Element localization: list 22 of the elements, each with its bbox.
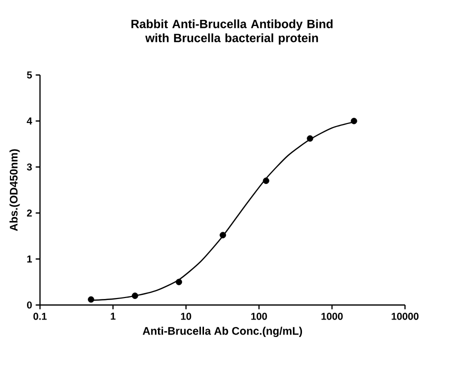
chart-title: Rabbit Anti-Brucella Antibody Bind with Brucella bacterial protein (131, 19, 333, 45)
point (350, 118, 358, 124)
y-tick-label: 4 (26, 118, 32, 124)
x-tick-label: 10000 (392, 312, 418, 320)
point (262, 178, 270, 184)
x-tick-label: 10 (181, 312, 192, 320)
y-tick-label: 0 (27, 301, 32, 309)
x-tick-label: 0.1 (33, 312, 47, 320)
point (132, 292, 138, 299)
x-axis-title: Anti-Brucella Ab Conc.(ng/mL) (142, 326, 302, 338)
point (176, 278, 182, 286)
point (220, 232, 226, 238)
y-tick-label: 2 (26, 210, 32, 216)
y-axis-title: Abs.(OD450nm) (10, 149, 20, 231)
x-tick-label: 1 (110, 312, 116, 320)
y-tick-label: 5 (26, 72, 32, 78)
point (306, 135, 314, 142)
y-tick-label: 3 (26, 163, 32, 171)
x-tick-label: 1000 (322, 312, 343, 320)
point (88, 296, 94, 303)
y-tick-label: 1 (27, 256, 32, 262)
x-tick-label: 100 (251, 312, 267, 320)
